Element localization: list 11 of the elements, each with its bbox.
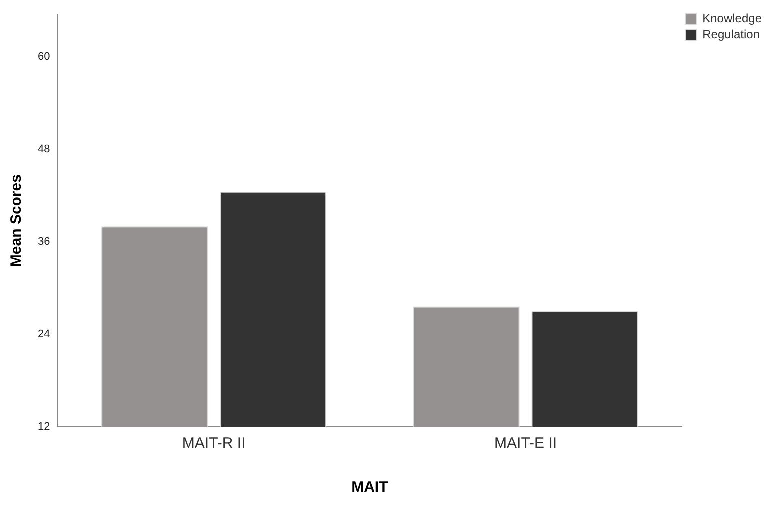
x-axis-title: MAIT <box>352 479 388 496</box>
y-axis-title: Mean Scores <box>8 174 26 268</box>
x-tick-label: MAIT-R II <box>182 435 246 452</box>
y-tick-label: 24 <box>38 328 50 341</box>
y-tick-label: 12 <box>38 421 50 434</box>
x-tick-label: MAIT-E II <box>494 435 558 452</box>
y-tick-label: 36 <box>38 236 50 248</box>
y-tick-label: 60 <box>38 51 50 64</box>
legend-label: Regulation <box>702 27 760 42</box>
legend-label: Knowledge <box>702 11 762 26</box>
y-tick-label: 48 <box>38 144 50 156</box>
